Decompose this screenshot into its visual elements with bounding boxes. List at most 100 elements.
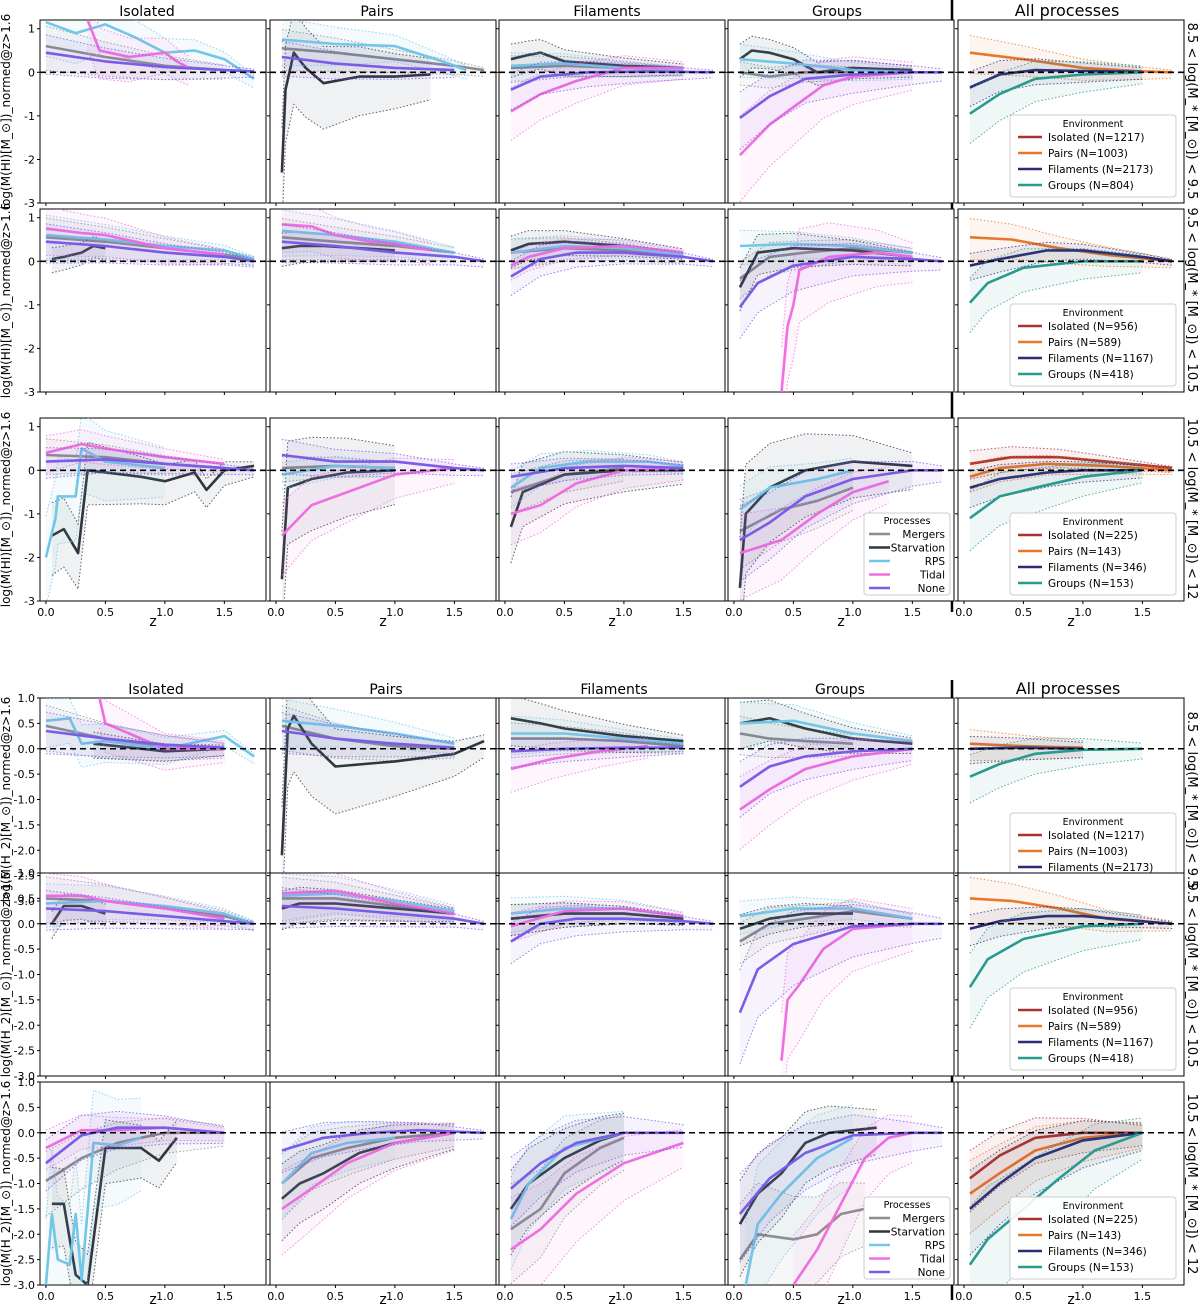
line-starvation bbox=[280, 469, 395, 580]
lower-bound-starvation bbox=[739, 740, 913, 755]
y-tick-label: -2 bbox=[24, 342, 35, 355]
line-groups bbox=[969, 469, 1143, 520]
lower-bound-tidal bbox=[281, 1149, 455, 1256]
panel-content bbox=[499, 1110, 725, 1285]
lower-bound-starvation bbox=[281, 1148, 455, 1242]
band-starvation bbox=[510, 230, 684, 268]
lower-bound-tidal bbox=[510, 757, 648, 793]
upper-bound-rps bbox=[291, 20, 467, 67]
upper-bound-starvation bbox=[281, 886, 455, 910]
line-tidal bbox=[780, 922, 913, 1061]
upper-bound-none bbox=[45, 447, 255, 469]
upper-bound-tidal bbox=[45, 429, 225, 460]
upper-bound-starvation bbox=[739, 699, 913, 739]
x-tick-label: 0.0 bbox=[955, 606, 973, 619]
panel-r2-c2: 0.0 0.5 1.0 1.5 bbox=[496, 417, 726, 619]
row-label: 8.5 < log(M_* [M_⊙]) < 9.5 bbox=[1184, 23, 1199, 200]
panel-r0-c1 bbox=[267, 697, 497, 904]
y-axis-label: log(M(HI)[M_⊙])_normed@z>1.6 bbox=[0, 14, 13, 210]
line-filaments bbox=[969, 914, 1173, 931]
band-none bbox=[45, 1111, 225, 1192]
upper-bound-tidal bbox=[96, 20, 189, 57]
line-filaments bbox=[969, 1131, 1143, 1210]
band-filaments bbox=[969, 736, 1083, 764]
upper-bound-groups bbox=[969, 60, 1143, 90]
lower-bound-rps bbox=[281, 476, 395, 490]
line-tidal bbox=[45, 227, 225, 257]
line-none bbox=[281, 904, 485, 926]
row-label: 8.5 < log(M_* [M_⊙]) < 9.5 bbox=[1184, 712, 1199, 889]
band-mergers bbox=[45, 1118, 225, 1217]
panel-r1-c3 bbox=[725, 208, 955, 395]
upper-bound-mergers bbox=[281, 29, 485, 69]
band-isolated bbox=[969, 446, 1173, 480]
upper-bound-none bbox=[510, 240, 714, 262]
legend-label-starvation: Starvation bbox=[891, 543, 945, 555]
lower-bound-starvation bbox=[743, 488, 913, 601]
legend-label-isolated: Isolated (N=956) bbox=[1048, 1005, 1138, 1017]
band-tidal bbox=[739, 739, 913, 850]
line-starvation bbox=[739, 912, 853, 931]
upper-bound-filaments bbox=[969, 735, 1083, 743]
upper-bound-tidal bbox=[281, 457, 455, 504]
lower-bound-pairs bbox=[969, 1147, 1143, 1234]
lower-bound-mergers bbox=[281, 1146, 455, 1220]
panel-content bbox=[40, 873, 266, 939]
upper-bound-none bbox=[281, 40, 455, 67]
line-tidal bbox=[510, 244, 684, 267]
x-tick-label: 0.0 bbox=[37, 606, 55, 619]
band-tidal bbox=[510, 238, 684, 281]
legend-label-mergers: Mergers bbox=[902, 529, 945, 541]
lower-bound-starvation bbox=[739, 923, 853, 947]
lower-bound-starvation bbox=[51, 257, 106, 274]
band-groups bbox=[969, 248, 1143, 333]
band-none bbox=[510, 738, 684, 768]
line-mergers bbox=[739, 486, 854, 533]
line-rps bbox=[45, 717, 255, 758]
line-none bbox=[45, 51, 255, 73]
line-tidal bbox=[281, 223, 431, 252]
y-tick-label: -3 bbox=[24, 595, 35, 608]
upper-bound-mergers bbox=[45, 1117, 225, 1152]
lower-bound-none bbox=[281, 925, 485, 931]
panel-frame bbox=[498, 1081, 726, 1286]
band-tidal bbox=[510, 1129, 684, 1285]
panel-content bbox=[728, 896, 954, 1076]
lower-bound-groups bbox=[969, 482, 1143, 552]
upper-bound-rps bbox=[739, 229, 913, 249]
line-filaments bbox=[969, 249, 1173, 267]
chart-block-hi: 1 0 -1 -2 -3 Environment Isolated (N=1217) Pair… bbox=[0, 14, 1199, 630]
y-axis-label: log(M(H_2)[M_⊙])_normed@z>1.6 bbox=[0, 1081, 13, 1287]
panel-content bbox=[958, 218, 1184, 333]
lower-bound-filaments bbox=[969, 925, 1173, 947]
x-tick-label: 0.0 bbox=[267, 1290, 285, 1303]
line-tidal bbox=[738, 71, 913, 157]
environment-legend: Environment Isolated (N=956) Pairs (N=589)… bbox=[1009, 987, 1177, 1071]
upper-bound-rps bbox=[739, 457, 853, 486]
lower-bound-starvation bbox=[739, 1154, 877, 1277]
y-axis-label: log(M(H_2)[M_⊙])_normed@z>1.6 bbox=[0, 697, 13, 903]
band-groups bbox=[969, 908, 1143, 1029]
panel-r0-c3 bbox=[725, 19, 955, 206]
panel-r0-c2 bbox=[496, 697, 726, 904]
x-tick-label: 0.0 bbox=[725, 1290, 743, 1303]
line-mergers bbox=[281, 47, 485, 72]
upper-bound-isolated bbox=[969, 1117, 1143, 1151]
legend-label-pairs: Pairs (N=143) bbox=[1048, 1230, 1121, 1242]
lower-bound-tidal bbox=[739, 89, 913, 203]
lower-bound-rps bbox=[510, 1162, 625, 1270]
band-rps bbox=[45, 1090, 142, 1285]
y-tick-label: -3 bbox=[24, 197, 35, 210]
row-label: 10.5 < log(M_* [M_⊙]) < 12 bbox=[1184, 419, 1199, 600]
line-rps bbox=[510, 732, 684, 745]
band-tidal bbox=[510, 55, 684, 141]
lower-bound-rps bbox=[510, 919, 684, 934]
y-tick-label: 1 bbox=[28, 23, 35, 36]
y-tick-label: -1 bbox=[24, 110, 35, 123]
y-tick-label: 0.0 bbox=[18, 743, 36, 756]
panel-content bbox=[499, 230, 725, 297]
band-none bbox=[739, 904, 943, 1064]
y-tick-label: 1.0 bbox=[18, 867, 36, 880]
legend-title: Environment bbox=[1063, 119, 1124, 130]
